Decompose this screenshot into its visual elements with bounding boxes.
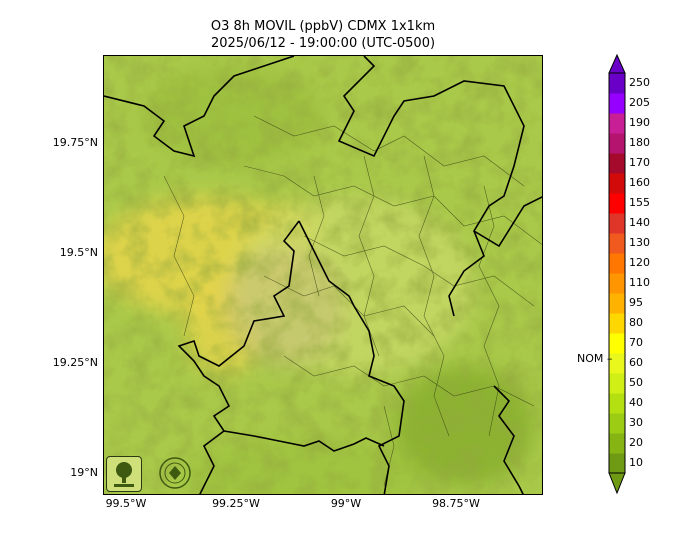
colorbar-frame xyxy=(608,72,626,474)
colorbar-segment-20 xyxy=(609,433,625,454)
lon-label-99: 99°W xyxy=(330,497,362,510)
state-borders xyxy=(104,56,542,494)
border-east-inner xyxy=(448,230,485,317)
colorbar-segment-110 xyxy=(609,273,625,294)
border-north xyxy=(104,56,295,158)
municipal-borders xyxy=(163,115,542,487)
colorbar-label-180: 180 xyxy=(629,136,650,149)
colorbar-segment-30 xyxy=(609,413,625,434)
lat-label-19-5: 19.5°N xyxy=(59,246,98,259)
lat-label-19: 19°N xyxy=(70,466,98,479)
map-panel xyxy=(103,55,543,495)
colorbar-label-95: 95 xyxy=(629,296,643,309)
sedema-logo-icon xyxy=(106,456,142,492)
colorbar-label-140: 140 xyxy=(629,216,650,229)
border-cdmx-south xyxy=(223,430,385,452)
colorbar-label-250: 250 xyxy=(629,76,650,89)
colorbar-segment-60 xyxy=(609,353,625,374)
colorbar-segment-120 xyxy=(609,253,625,274)
colorbar-label-50: 50 xyxy=(629,376,643,389)
colorbar-segment-205 xyxy=(609,93,625,114)
terrain-relief xyxy=(104,56,542,494)
colorbar-label-170: 170 xyxy=(629,156,650,169)
colorbar-label-10: 10 xyxy=(629,456,643,469)
cdmx-seal-icon xyxy=(158,456,192,490)
nom-label: NOM – xyxy=(577,352,612,365)
nom-text: NOM xyxy=(577,352,604,365)
colorbar-segment-70 xyxy=(609,333,625,354)
nom-tick: – xyxy=(603,352,613,365)
colorbar-label-205: 205 xyxy=(629,96,650,109)
colorbar-label-60: 60 xyxy=(629,356,643,369)
colorbar-label-20: 20 xyxy=(629,436,643,449)
colorbar-label-40: 40 xyxy=(629,396,643,409)
colorbar-label-80: 80 xyxy=(629,316,643,329)
colorbar-segment-130 xyxy=(609,233,625,254)
colorbar-segment-80 xyxy=(609,313,625,334)
map-canvas xyxy=(104,56,542,494)
colorbar-segment-95 xyxy=(609,293,625,314)
colorbar-segment-140 xyxy=(609,213,625,234)
colorbar-label-30: 30 xyxy=(629,416,643,429)
colorbar-extend-min xyxy=(608,472,626,495)
colorbar-segment-190 xyxy=(609,113,625,134)
colorbar-segment-170 xyxy=(609,153,625,174)
colorbar-segment-40 xyxy=(609,393,625,414)
colorbar-segment-250 xyxy=(609,73,625,94)
border-cdmx-east xyxy=(298,220,405,494)
colorbar-segment-155 xyxy=(609,193,625,214)
border-cdmx-west xyxy=(177,220,300,494)
chart-subtitle: 2025/06/12 - 19:00:00 (UTC-0500) xyxy=(210,36,436,51)
colorbar-label-155: 155 xyxy=(629,196,650,209)
colorbar-label-160: 160 xyxy=(629,176,650,189)
colorbar-segment-50 xyxy=(609,373,625,394)
colorbar-segment-10 xyxy=(609,453,625,474)
colorbar-label-110: 110 xyxy=(629,276,650,289)
lon-label-99-5: 99.5°W xyxy=(105,497,147,510)
lat-label-19-25: 19.25°N xyxy=(52,356,98,369)
colorbar xyxy=(608,53,626,495)
colorbar-label-190: 190 xyxy=(629,116,650,129)
colorbar-segment-180 xyxy=(609,133,625,154)
colorbar-extend-max xyxy=(608,53,626,74)
colorbar-label-120: 120 xyxy=(629,256,650,269)
lat-label-19-75: 19.75°N xyxy=(52,136,98,149)
colorbar-label-130: 130 xyxy=(629,236,650,249)
lon-label-99-25: 99.25°W xyxy=(212,497,260,510)
colorbar-segment-160 xyxy=(609,173,625,194)
border-southeast xyxy=(493,385,524,494)
lon-label-98-75: 98.75°W xyxy=(432,497,480,510)
colorbar-label-70: 70 xyxy=(629,336,643,349)
chart-title: O3 8h MOVIL (ppbV) CDMX 1x1km xyxy=(210,19,436,34)
